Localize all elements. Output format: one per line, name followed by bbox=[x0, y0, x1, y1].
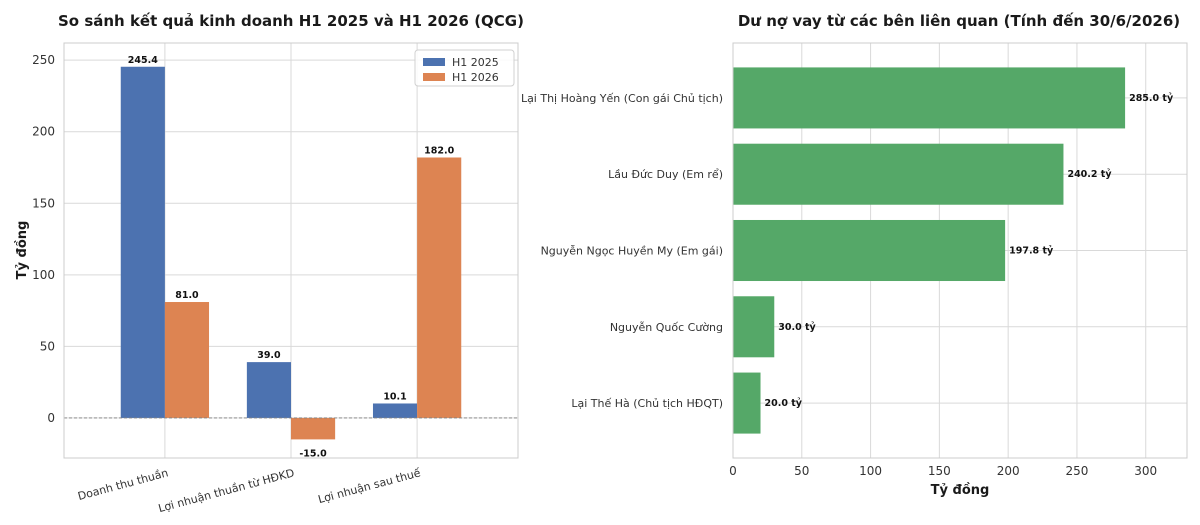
left-bar bbox=[164, 302, 210, 418]
left-data-label: 182.0 bbox=[424, 145, 454, 156]
right-y-category-label: Nguyễn Ngọc Huyền My (Em gái) bbox=[541, 245, 723, 258]
left-data-label: 245.4 bbox=[128, 55, 158, 66]
right-data-label: 285.0 tỷ bbox=[1129, 93, 1174, 104]
left-bar bbox=[372, 403, 418, 418]
right-y-categories: Lại Thị Hoàng Yến (Con gái Chủ tịch) Lầu … bbox=[521, 92, 723, 410]
left-data-label: 39.0 bbox=[257, 350, 281, 361]
left-chart-title: So sánh kết quả kinh doanh H1 2025 và H1… bbox=[58, 11, 524, 30]
right-chart-title: Dư nợ vay từ các bên liên quan (Tính đến… bbox=[738, 11, 1180, 30]
left-data-label: 81.0 bbox=[175, 290, 199, 301]
left-data-label: -15.0 bbox=[299, 448, 327, 459]
left-y-tick-label: 0 bbox=[47, 411, 55, 425]
left-bar bbox=[291, 417, 336, 440]
left-bar bbox=[246, 362, 291, 418]
right-y-category-label: Lại Thế Hà (Chủ tịch HĐQT) bbox=[571, 397, 723, 410]
legend-label: H1 2026 bbox=[452, 71, 499, 84]
right-data-label: 197.8 tỷ bbox=[1009, 246, 1054, 257]
right-chart: Dư nợ vay từ các bên liên quan (Tính đến… bbox=[521, 11, 1188, 498]
left-y-tick-label: 150 bbox=[32, 196, 55, 210]
left-plot-frame bbox=[63, 42, 519, 459]
left-y-tick-label: 200 bbox=[32, 125, 55, 139]
left-bar bbox=[120, 66, 165, 418]
legend-swatch bbox=[423, 58, 445, 66]
left-y-axis-label: Tỷ đồng bbox=[15, 221, 30, 280]
right-bars bbox=[733, 67, 1126, 434]
left-y-tick-label: 250 bbox=[32, 53, 55, 67]
right-bar bbox=[733, 296, 775, 358]
right-data-label: 30.0 tỷ bbox=[778, 322, 816, 333]
legend-swatch bbox=[423, 73, 445, 81]
right-data-label: 20.0 tỷ bbox=[765, 398, 803, 409]
left-bars bbox=[120, 66, 462, 440]
left-y-tick-label: 50 bbox=[40, 339, 55, 353]
right-y-category-label: Lại Thị Hoàng Yến (Con gái Chủ tịch) bbox=[521, 92, 723, 105]
legend-label: H1 2025 bbox=[452, 56, 499, 69]
right-y-category-label: Lầu Đức Duy (Em rể) bbox=[608, 168, 723, 181]
right-x-axis-label: Tỷ đồng bbox=[931, 483, 990, 498]
right-x-tick-label: 250 bbox=[1065, 464, 1088, 478]
left-data-label: 10.1 bbox=[383, 391, 406, 402]
left-legend: H1 2025 H1 2026 bbox=[414, 49, 515, 87]
right-x-ticks: 0 50 100 150 200 250 300 bbox=[729, 464, 1157, 478]
right-x-tick-label: 0 bbox=[729, 464, 737, 478]
right-x-tick-label: 300 bbox=[1134, 464, 1157, 478]
left-y-ticks: 0 50 100 150 200 250 bbox=[32, 53, 55, 425]
left-bar bbox=[417, 157, 462, 418]
right-bar bbox=[733, 67, 1126, 129]
right-bar bbox=[733, 143, 1064, 205]
left-data-labels: 245.4 39.0 10.1 81.0 -15.0 182.0 bbox=[128, 55, 455, 460]
right-data-labels: 285.0 tỷ 240.2 tỷ 197.8 tỷ 30.0 tỷ 20.0 tỷ bbox=[765, 93, 1174, 409]
right-bar bbox=[733, 372, 761, 434]
right-x-tick-label: 100 bbox=[859, 464, 882, 478]
right-y-category-label: Nguyễn Quốc Cường bbox=[610, 321, 723, 334]
right-data-label: 240.2 tỷ bbox=[1067, 169, 1112, 180]
right-plot-frame bbox=[732, 42, 1188, 459]
left-y-tick-label: 100 bbox=[32, 268, 55, 282]
right-x-tick-label: 200 bbox=[997, 464, 1020, 478]
right-x-tick-label: 50 bbox=[794, 464, 809, 478]
right-bar bbox=[733, 219, 1006, 282]
right-x-tick-label: 150 bbox=[928, 464, 951, 478]
